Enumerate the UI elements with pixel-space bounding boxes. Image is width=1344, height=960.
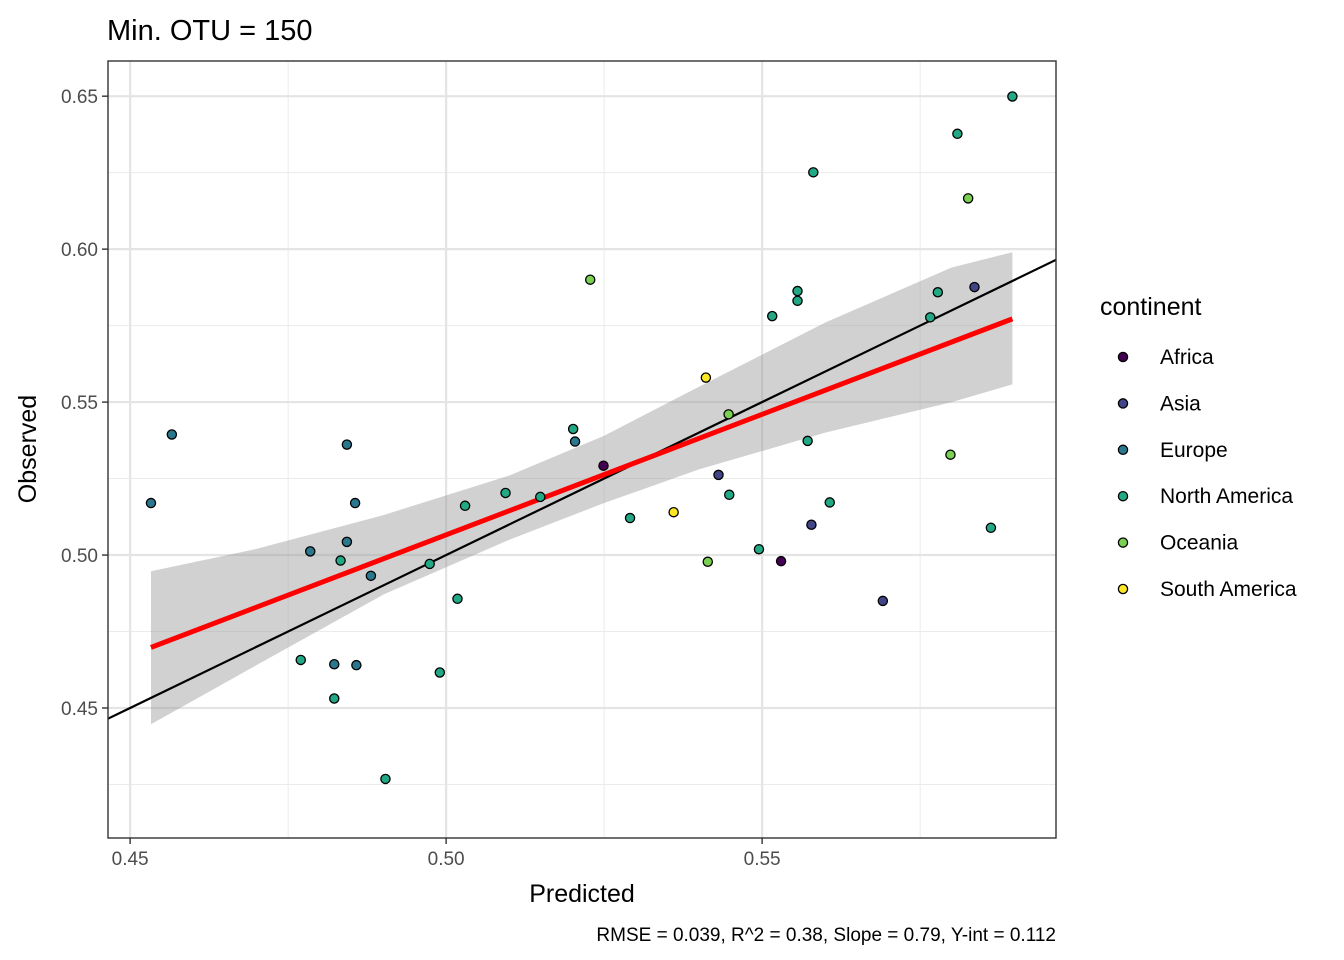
data-point: [434, 667, 446, 678]
data-point: [962, 193, 974, 204]
data-point: [969, 281, 980, 293]
legend-key: [1117, 583, 1129, 595]
data-point: [952, 128, 963, 140]
legend-label: South America: [1160, 578, 1297, 601]
points-layer: [145, 91, 1018, 785]
data-point: [341, 439, 353, 450]
minor-gridlines: [108, 61, 1056, 838]
confidence-band: [150, 252, 1013, 725]
y-tick-label: 0.55: [61, 393, 98, 414]
data-point: [808, 167, 819, 178]
y-axis-label: Observed: [14, 395, 42, 503]
data-point: [753, 543, 765, 555]
legend-label: North America: [1160, 485, 1293, 508]
legend-key: [1117, 490, 1129, 502]
data-point: [304, 546, 316, 557]
legend-label: Europe: [1160, 439, 1228, 462]
y-tick-label: 0.65: [61, 87, 98, 108]
y-tick-label: 0.50: [61, 546, 98, 567]
legend-title: continent: [1100, 293, 1202, 321]
chart-title: Min. OTU = 150: [107, 15, 313, 47]
data-point: [598, 460, 609, 471]
x-tick-label: 0.45: [112, 849, 149, 870]
data-point: [351, 659, 362, 671]
data-point: [766, 310, 778, 322]
data-point: [145, 497, 157, 509]
data-point: [924, 312, 936, 323]
data-point: [792, 295, 803, 307]
major-gridlines: [108, 61, 1056, 838]
data-point: [567, 423, 579, 435]
data-point: [806, 519, 817, 531]
legend-key: [1117, 398, 1129, 409]
y-axis: 0.45 0.50 0.55 0.60 0.65: [61, 87, 108, 720]
data-point: [985, 522, 997, 534]
identity-line: [108, 258, 1056, 720]
data-point: [624, 512, 636, 524]
data-point: [166, 429, 178, 440]
x-axis: 0.45 0.50 0.55: [112, 838, 781, 870]
data-point: [341, 536, 353, 548]
data-point: [335, 555, 346, 566]
data-point: [424, 558, 435, 570]
data-point: [569, 436, 581, 447]
y-tick-label: 0.60: [61, 240, 98, 261]
data-point: [295, 654, 307, 666]
plot-border: [107, 60, 1057, 839]
y-tick-label: 0.45: [61, 699, 98, 720]
legend-label: Oceania: [1160, 532, 1239, 555]
data-point: [700, 372, 712, 383]
legend: continent Africa Asia Europe North America O…: [1100, 293, 1297, 601]
legend-key: [1117, 351, 1129, 363]
data-point: [824, 497, 835, 508]
data-point: [802, 435, 813, 447]
data-point: [723, 409, 734, 420]
x-tick-label: 0.50: [428, 849, 465, 870]
data-point: [932, 287, 944, 298]
lines-layer: [108, 258, 1056, 720]
legend-label: Asia: [1160, 392, 1201, 415]
legend-key: [1117, 444, 1129, 456]
data-point: [702, 556, 714, 568]
data-point: [775, 555, 787, 567]
data-point: [668, 506, 679, 518]
data-point: [329, 693, 340, 704]
data-point: [584, 274, 596, 285]
data-point: [452, 593, 463, 605]
confidence-band-layer: [150, 252, 1013, 725]
legend-label: Africa: [1160, 346, 1214, 369]
legend-key: [1117, 537, 1129, 548]
data-point: [1007, 91, 1018, 102]
data-point: [724, 489, 735, 501]
x-axis-label: Predicted: [529, 880, 635, 908]
data-point: [380, 773, 391, 785]
data-point: [459, 500, 471, 512]
data-point: [535, 491, 546, 503]
data-point: [365, 570, 377, 582]
data-point: [945, 449, 956, 460]
data-point: [329, 658, 340, 670]
regression-line: [150, 316, 1014, 650]
x-tick-label: 0.55: [744, 849, 781, 870]
data-point: [713, 469, 724, 481]
data-point: [500, 487, 511, 499]
data-point: [792, 285, 803, 297]
data-point: [877, 595, 889, 607]
chart-caption: RMSE = 0.039, R^2 = 0.38, Slope = 0.79, …: [596, 925, 1056, 946]
data-point: [349, 497, 361, 509]
